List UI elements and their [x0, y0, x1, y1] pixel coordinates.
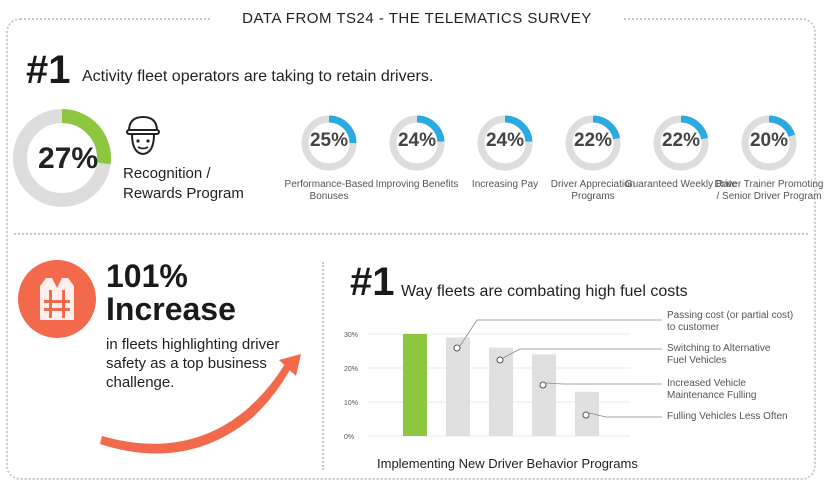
top-donut-chart — [13, 109, 111, 207]
y-tick-label: 10% — [344, 400, 358, 407]
y-tick-label: 0% — [344, 434, 354, 441]
donut-percent: 25% — [309, 130, 349, 151]
donut-arc — [741, 115, 797, 171]
top-percent: 27% — [37, 142, 99, 175]
donut-arc — [565, 115, 621, 171]
y-tick-label: 20% — [344, 366, 358, 373]
donut-chart — [565, 115, 621, 171]
donut-percent: 24% — [485, 130, 525, 151]
donut-percent: 22% — [573, 130, 613, 151]
top-label: Recognition / Rewards Program — [123, 165, 244, 202]
callout-label: Passing cost (or partial cost) to custome… — [667, 310, 794, 333]
fuel-rank: #1 — [350, 260, 395, 304]
donut-label: Performance-Based Bonuses — [284, 179, 374, 202]
callout-dot — [453, 344, 461, 352]
fuel-headline: Way fleets are combating high fuel costs — [401, 283, 688, 300]
donut-chart — [389, 115, 445, 171]
callout-label: Switching to Alternative Fuel Vehicles — [667, 343, 771, 366]
donut-percent: 22% — [661, 130, 701, 151]
donut-label: Guaranteed Weekly Rate — [624, 179, 738, 190]
y-tick-label: 30% — [344, 332, 358, 339]
donut-percent: 20% — [749, 130, 789, 151]
safety-increase-word: Increase — [106, 291, 236, 327]
section-vertical-divider — [322, 262, 324, 470]
donut-label: Driver Appreciation Programs — [550, 179, 636, 202]
bar — [403, 334, 427, 436]
donut-percent: 24% — [397, 130, 437, 151]
callout-dot — [496, 356, 504, 364]
donut-arc — [653, 115, 709, 171]
donut-arc — [301, 115, 357, 171]
callout-leader — [459, 319, 662, 347]
bar — [446, 337, 470, 436]
safety-percent: 101% — [106, 258, 188, 294]
donut-chart — [301, 115, 357, 171]
donut-chart — [741, 115, 797, 171]
safety-vest-icon — [40, 278, 74, 320]
donut-chart — [477, 115, 533, 171]
worker-face-icon — [126, 115, 160, 156]
section-divider — [14, 233, 808, 235]
donut-arc — [477, 115, 533, 171]
chart-title: Implementing New Driver Behavior Program… — [377, 456, 638, 471]
donut-label: Increasing Pay — [471, 179, 539, 190]
safety-description: in fleets highlighting driver safety as … — [106, 336, 280, 391]
donut-chart — [653, 115, 709, 171]
callout-label: Fulling Vehicles Less Often — [667, 411, 788, 422]
top-donut-arc — [13, 109, 111, 207]
donut-arc — [389, 115, 445, 171]
callout-dot — [539, 381, 547, 389]
callout-leader — [545, 382, 662, 385]
fuel-bar-chart: 0% 10% 20% 30% — [344, 319, 662, 441]
donut-label: Improving Benefits — [375, 179, 459, 190]
retain-rank: #1 — [26, 48, 71, 92]
page-title: DATA FROM TS24 - THE TELEMATICS SURVEY — [212, 8, 622, 30]
safety-vest-badge — [18, 260, 96, 338]
bar — [532, 354, 556, 436]
donut-label: Driver Trainer Promoting / Senior Driver… — [714, 179, 824, 202]
callout-dot — [582, 411, 590, 419]
growth-arrow-icon — [100, 354, 301, 454]
callout-leader — [588, 412, 662, 418]
callout-label: Increased Vehicle Maintenance Fulling — [667, 378, 757, 401]
callout-leader — [502, 348, 662, 359]
retain-headline: Activity fleet operators are taking to r… — [82, 68, 434, 85]
